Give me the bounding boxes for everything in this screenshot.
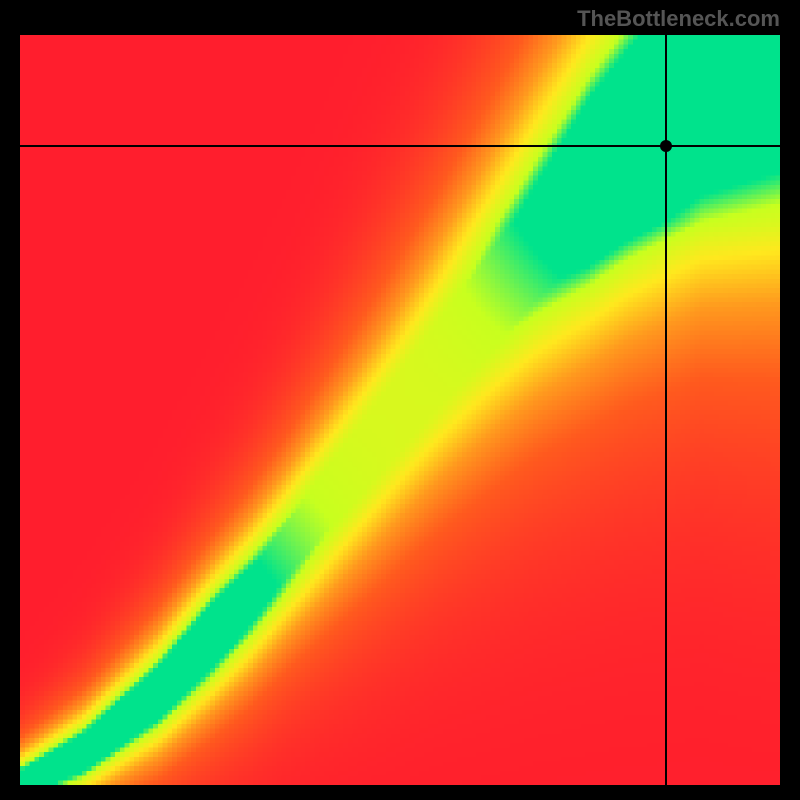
watermark: TheBottleneck.com [577,6,780,32]
heatmap-plot [20,35,780,785]
crosshair-marker [660,140,672,152]
